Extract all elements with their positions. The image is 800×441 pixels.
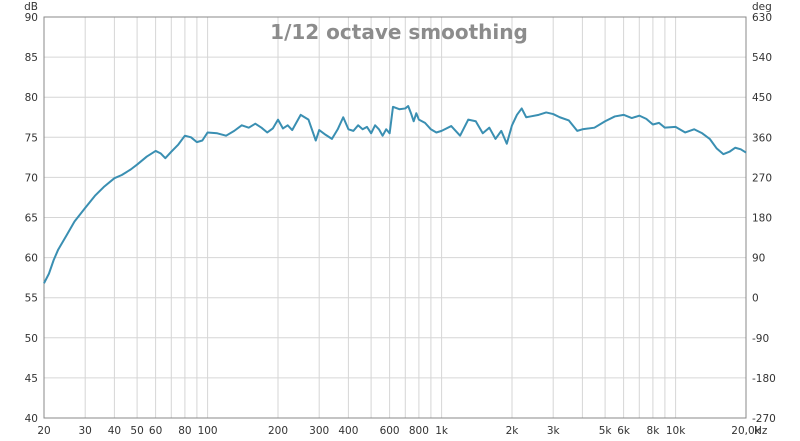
chart-title: 1/12 octave smoothing	[270, 20, 528, 44]
y-tick-label: 55	[25, 293, 38, 305]
y-tick-label: 40	[25, 413, 38, 425]
x-tick-label: 50	[130, 425, 143, 437]
x-tick-label: 100	[198, 425, 218, 437]
x-tick-label: 400	[338, 425, 358, 437]
x-tick-label: 6k	[617, 425, 631, 437]
y-tick-label: 50	[25, 333, 38, 345]
plot-frame	[43, 16, 747, 419]
y-tick-label: 60	[25, 253, 38, 265]
x-tick-label: 2k	[506, 425, 520, 437]
x-tick-label: 20,0k	[731, 425, 761, 437]
y2-tick-label: 270	[752, 172, 772, 184]
y2-tick-label: -180	[752, 373, 776, 385]
y-tick-label: 85	[25, 52, 38, 64]
x-tick-label: 300	[309, 425, 329, 437]
x-tick-label: 600	[380, 425, 400, 437]
y2-tick-label: 360	[752, 132, 772, 144]
y-tick-label: 90	[25, 12, 38, 24]
x-axis-unit: Hz	[754, 425, 768, 437]
right-tick-labels: 630 540 450 360 270 180 90 0 -90 -180 -270	[752, 12, 776, 425]
y2-tick-label: -90	[752, 333, 769, 345]
left-tick-labels: 90 85 80 75 70 65 60 55 50 45 40	[25, 12, 38, 425]
y2-tick-label: 180	[752, 213, 772, 225]
y2-tick-label: 90	[752, 253, 765, 265]
series-line	[43, 105, 747, 284]
y2-tick-label: 540	[752, 52, 772, 64]
x-tick-label: 800	[409, 425, 429, 437]
y2-tick-label: 450	[752, 92, 772, 104]
y-tick-label: 80	[25, 92, 38, 104]
y2-tick-label: 0	[752, 293, 759, 305]
x-tick-label: 20	[37, 425, 50, 437]
x-tick-label: 200	[268, 425, 288, 437]
y-tick-label: 70	[25, 172, 38, 184]
left-axis-unit: dB	[24, 1, 38, 13]
right-axis-unit: deg	[752, 1, 772, 13]
x-tick-label: 3k	[547, 425, 561, 437]
x-tick-label: 10k	[666, 425, 686, 437]
grid	[44, 17, 746, 418]
y-tick-label: 65	[25, 213, 38, 225]
x-tick-labels: 20 30 40 50 60 80 100 200 300 400 600 800 1k 2k 3k 5k 6k…	[37, 425, 761, 437]
y2-tick-label: -270	[752, 413, 776, 425]
x-tick-label: 80	[178, 425, 191, 437]
y2-tick-label: 630	[752, 12, 772, 24]
x-tick-label: 8k	[647, 425, 661, 437]
x-tick-label: 5k	[599, 425, 613, 437]
x-tick-label: 40	[108, 425, 121, 437]
x-tick-label: 30	[79, 425, 92, 437]
y-tick-label: 45	[25, 373, 38, 385]
y-tick-label: 75	[25, 132, 38, 144]
x-tick-label: 1k	[435, 425, 449, 437]
x-tick-label: 60	[149, 425, 162, 437]
